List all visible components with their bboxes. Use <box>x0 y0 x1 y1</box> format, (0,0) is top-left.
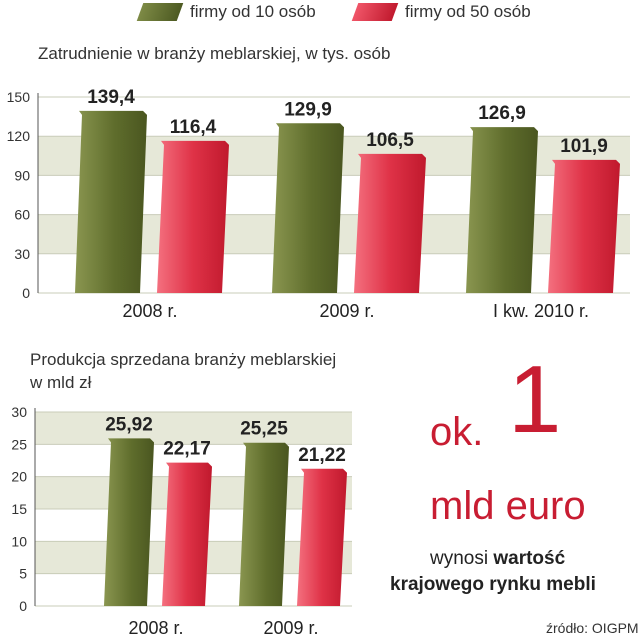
chart1-bar-firmy-50 <box>157 140 229 293</box>
chart1-ytick-label: 0 <box>22 285 30 301</box>
chart2-title: Produkcja sprzedana branży meblarskiej <box>30 350 337 369</box>
chart2-bar-firmy-10 <box>239 442 289 606</box>
chart1-ytick-label: 120 <box>7 128 31 144</box>
chart2-value-label: 21,22 <box>298 445 346 466</box>
legend-label-firmy-50: firmy od 50 osób <box>405 2 531 21</box>
chart1-value-label: 139,4 <box>87 87 135 108</box>
callout-ok: ok. <box>430 410 484 454</box>
chart2-category-label: 2008 r. <box>128 618 183 638</box>
callout-unit: mld euro <box>430 484 586 528</box>
chart2-ytick-label: 25 <box>11 436 27 452</box>
chart2-ytick-label: 20 <box>11 469 27 485</box>
chart1-category-label: I kw. 2010 r. <box>493 301 589 321</box>
chart2-category-label: 2009 r. <box>263 618 318 638</box>
chart1-ytick-label: 150 <box>7 89 31 105</box>
chart1-value-label: 129,9 <box>284 99 332 120</box>
chart1-value-label: 106,5 <box>366 130 414 151</box>
chart1-bar-firmy-10 <box>75 110 147 293</box>
chart1-category-label: 2008 r. <box>122 301 177 321</box>
callout-line2: krajowego rynku mebli <box>390 574 596 595</box>
chart1-category-label: 2009 r. <box>319 301 374 321</box>
chart2-ytick-label: 0 <box>19 598 27 614</box>
chart2-bar-firmy-50 <box>297 468 347 606</box>
chart2-value-label: 25,92 <box>105 414 153 435</box>
chart1-bar-firmy-50 <box>548 159 620 293</box>
callout-line1: wynosi wartość <box>430 548 565 570</box>
chart2-grid-band <box>35 412 352 445</box>
chart2-subtitle: w mld zł <box>30 373 92 392</box>
chart2-value-label: 22,17 <box>163 439 211 460</box>
chart1-value-label: 101,9 <box>560 136 608 157</box>
chart2-ytick-label: 10 <box>11 533 27 549</box>
chart2-bar-firmy-50 <box>162 462 212 606</box>
chart1-bar-firmy-10 <box>272 123 344 293</box>
chart1-ytick-label: 60 <box>14 207 30 223</box>
chart2-value-label: 25,25 <box>240 419 288 440</box>
callout-number: 1 <box>508 346 562 453</box>
chart1-value-label: 116,4 <box>170 117 217 138</box>
chart2-ytick-label: 5 <box>19 566 27 582</box>
chart1-title: Zatrudnienie w branży meblarskiej, w tys… <box>38 44 391 63</box>
chart1-bar-firmy-10 <box>466 127 538 294</box>
callout-line1-plain: wynosi <box>430 548 494 569</box>
legend-item-firmy-10: firmy od 10 osób <box>136 2 316 22</box>
callout-line1-bold: wartość <box>493 548 566 569</box>
chart2-ytick-label: 30 <box>11 404 27 420</box>
chart1-value-label: 126,9 <box>478 103 526 124</box>
chart1-ytick-label: 30 <box>14 246 30 262</box>
chart2-ytick-label: 15 <box>11 501 27 517</box>
chart1-bar-firmy-50 <box>354 153 426 293</box>
source-note: źródło: OIGPM <box>546 620 639 636</box>
legend-item-firmy-50: firmy od 50 osób <box>351 2 531 22</box>
chart2-bar-firmy-10 <box>104 438 154 606</box>
legend-label-firmy-10: firmy od 10 osób <box>190 2 316 21</box>
chart1-ytick-label: 90 <box>14 167 30 183</box>
